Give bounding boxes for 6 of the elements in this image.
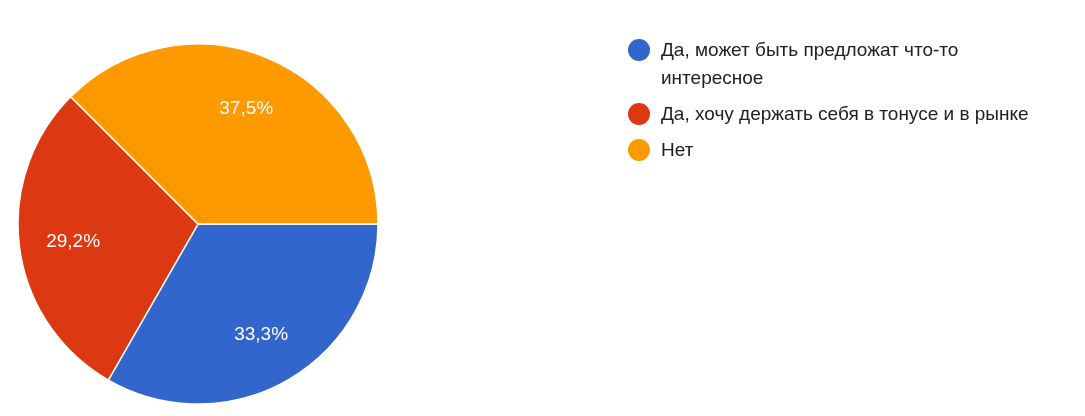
data-label: 29,2% xyxy=(46,230,101,252)
legend-label: Да, может быть предложат что-то интересное xyxy=(661,38,960,90)
data-label: 37,5% xyxy=(219,97,274,119)
data-label: 33,3% xyxy=(234,322,289,344)
legend-label: Нет xyxy=(661,138,694,162)
legend-label: Да, хочу держать себя в тонусе и в рынке xyxy=(661,102,1029,126)
